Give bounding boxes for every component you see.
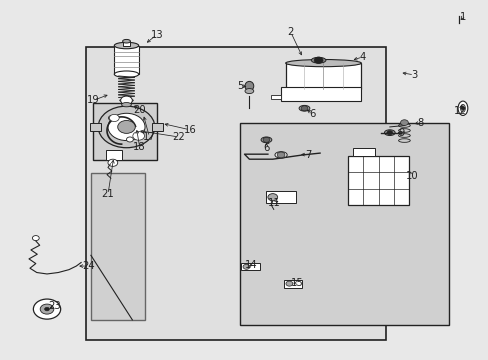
Bar (122, 41, 130, 45)
Bar (241, 263, 260, 270)
Text: 17: 17 (143, 132, 156, 142)
Ellipse shape (384, 130, 394, 135)
Circle shape (400, 120, 407, 126)
Ellipse shape (398, 139, 409, 142)
Text: 6: 6 (263, 143, 269, 153)
Text: 5: 5 (237, 81, 244, 91)
Bar (281, 87, 360, 101)
Bar (347, 156, 408, 205)
Ellipse shape (120, 99, 133, 102)
Circle shape (109, 114, 119, 122)
Circle shape (386, 131, 392, 135)
Circle shape (460, 107, 464, 110)
Ellipse shape (457, 101, 467, 116)
Ellipse shape (122, 40, 130, 43)
Circle shape (263, 137, 269, 142)
Circle shape (32, 235, 39, 240)
Text: 20: 20 (133, 105, 146, 115)
Text: 1: 1 (459, 12, 465, 22)
Bar (93, 103, 157, 160)
Ellipse shape (114, 42, 139, 49)
Ellipse shape (460, 104, 465, 112)
Circle shape (108, 113, 145, 140)
Ellipse shape (311, 57, 325, 63)
Text: 18: 18 (133, 142, 146, 152)
Bar (352, 148, 374, 156)
Circle shape (121, 96, 132, 105)
Ellipse shape (261, 137, 271, 143)
Text: 3: 3 (410, 70, 416, 80)
Circle shape (40, 304, 54, 314)
Circle shape (133, 132, 144, 140)
Circle shape (108, 116, 115, 121)
Text: 2: 2 (287, 27, 293, 37)
Text: 13: 13 (150, 30, 163, 40)
Circle shape (118, 121, 135, 134)
Text: 8: 8 (416, 118, 422, 128)
Ellipse shape (299, 105, 309, 111)
Bar (152, 123, 163, 131)
Ellipse shape (285, 59, 361, 67)
Ellipse shape (398, 134, 409, 137)
Bar (91, 173, 144, 320)
Circle shape (243, 264, 249, 269)
Ellipse shape (122, 103, 131, 107)
Text: 21: 21 (102, 189, 114, 199)
Text: 12: 12 (453, 106, 466, 116)
Circle shape (267, 194, 277, 201)
Text: 10: 10 (405, 171, 417, 181)
Text: 15: 15 (290, 278, 303, 288)
Circle shape (44, 307, 49, 311)
Circle shape (301, 106, 307, 111)
Text: 16: 16 (183, 125, 196, 135)
Ellipse shape (114, 71, 139, 77)
Circle shape (285, 281, 292, 286)
Text: 11: 11 (267, 198, 280, 208)
Ellipse shape (244, 89, 253, 94)
Circle shape (98, 106, 155, 148)
Circle shape (108, 159, 118, 166)
Text: 19: 19 (87, 95, 100, 105)
Text: 9: 9 (398, 128, 404, 138)
Bar (86, 47, 385, 339)
Text: 14: 14 (244, 260, 257, 270)
Bar (266, 192, 295, 203)
Bar (105, 149, 122, 160)
Bar (283, 280, 302, 288)
Text: 7: 7 (305, 150, 311, 160)
Ellipse shape (244, 81, 253, 91)
Bar (87, 48, 384, 339)
Bar (285, 63, 361, 89)
Text: 6: 6 (309, 109, 315, 119)
Bar (90, 123, 101, 131)
Text: 24: 24 (82, 261, 95, 271)
Text: 4: 4 (359, 52, 365, 62)
Circle shape (33, 299, 61, 319)
Bar (239, 123, 448, 325)
Ellipse shape (274, 152, 286, 158)
Ellipse shape (398, 124, 409, 127)
Bar (271, 95, 281, 99)
Text: 22: 22 (172, 132, 184, 142)
Circle shape (126, 137, 133, 142)
Text: 23: 23 (48, 301, 61, 311)
Bar (114, 45, 139, 74)
Ellipse shape (398, 129, 409, 132)
Circle shape (314, 57, 323, 63)
Circle shape (277, 152, 285, 158)
